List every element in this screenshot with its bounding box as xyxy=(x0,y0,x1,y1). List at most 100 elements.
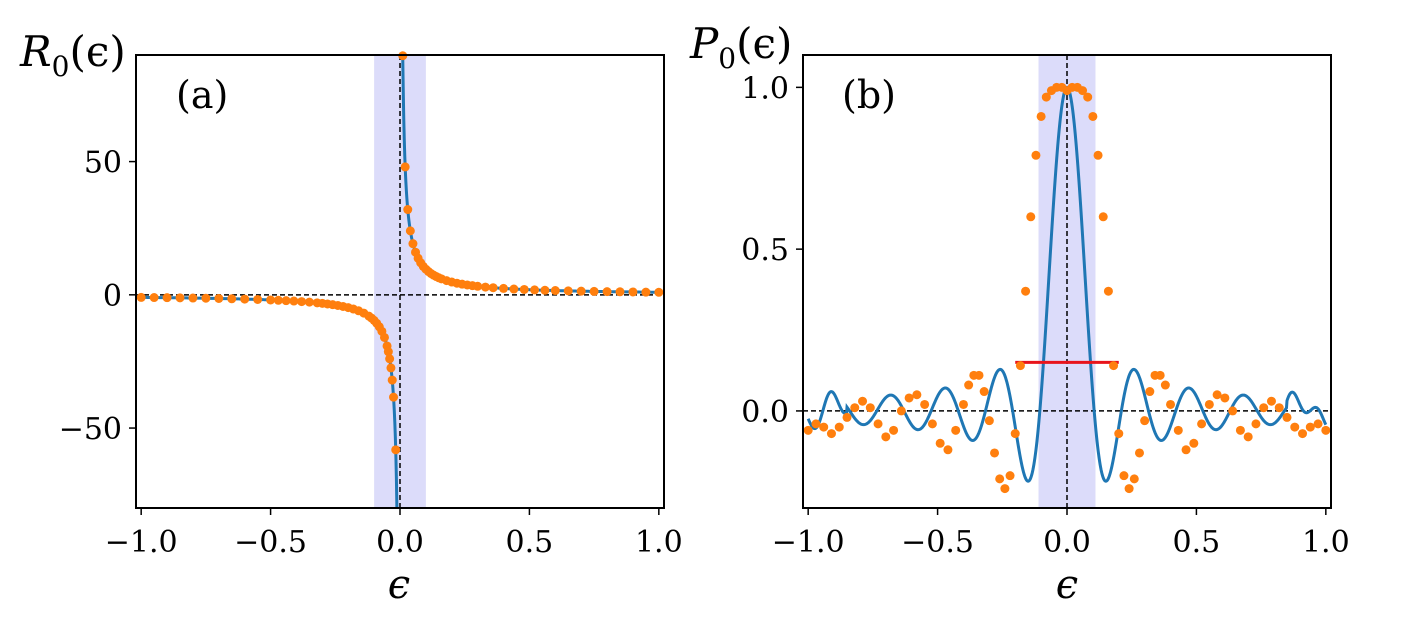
panel-b-data-point xyxy=(1305,422,1315,432)
panel-a-ylabel-sub: 0 xyxy=(52,50,70,83)
panel-a-curve-positive-branch xyxy=(401,54,659,294)
panel-b-data-point xyxy=(1220,393,1230,403)
panel-b-data-point xyxy=(1173,425,1183,435)
panel-a-ytick-label: 50 xyxy=(84,146,122,181)
panel-a-data-point xyxy=(589,286,599,296)
panel-a-ylabel-arg: (ϵ) xyxy=(69,27,125,76)
panel-b-label: (b) xyxy=(842,73,896,117)
panel-b-data-point xyxy=(1098,212,1108,222)
panel-b-data-point xyxy=(1274,403,1284,413)
panel-a-data-point xyxy=(641,287,651,297)
panel-b-data-point xyxy=(811,419,821,429)
panel-b-data-point xyxy=(974,370,984,380)
panel-a-xlabel: ϵ xyxy=(388,562,410,608)
panel-a-data-point xyxy=(530,285,540,295)
panel-a-xtick-label: 0.5 xyxy=(506,525,554,560)
panel-b-data-point xyxy=(1119,471,1129,481)
panel-a-data-point xyxy=(240,294,250,304)
panel-b-data-point xyxy=(1103,286,1113,296)
panel-b-data-point xyxy=(1036,111,1046,121)
panel-b-data-point xyxy=(834,422,844,432)
panel-a-data-point xyxy=(383,347,393,357)
panel-b-data-point xyxy=(1259,403,1269,413)
panel-b-data-point xyxy=(1282,412,1292,422)
panel-a-data-point xyxy=(628,287,638,297)
panel-a-data-point xyxy=(297,297,307,307)
panel-b-ylabel-sub: 0 xyxy=(718,42,736,75)
panel-b-data-point xyxy=(1140,416,1150,426)
panel-b-data-point xyxy=(1197,419,1207,429)
panel-b-ytick-label: 1.0 xyxy=(741,71,789,106)
panel-a-data-point xyxy=(386,363,396,373)
panel-b-chart: −1.0 −0.5 0.0 0.5 1.0 0.0 0.5 1.0 (b) P0(ϵ) ϵ xyxy=(689,19,1350,608)
panel-a-data-point xyxy=(509,284,519,294)
panel-a-data-point xyxy=(519,284,529,294)
panel-a-data-point xyxy=(149,293,159,303)
panel-b-data-point xyxy=(904,393,914,403)
panel-b-data-point xyxy=(1181,445,1191,455)
panel-b-data-point xyxy=(1235,425,1245,435)
panel-a-label: (a) xyxy=(176,73,228,117)
panel-b-ylabel-arg: (ϵ) xyxy=(736,19,792,68)
panel-a-xtick-label: 1.0 xyxy=(635,525,683,560)
panel-b-data-point xyxy=(1129,474,1139,484)
panel-b-data-point xyxy=(1015,361,1025,371)
panel-b-data-point xyxy=(1321,425,1331,435)
panel-a-data-point xyxy=(253,294,263,304)
panel-b-ylabel-base: P xyxy=(689,19,719,68)
panel-a-data-point xyxy=(408,239,418,249)
panel-b-data-point xyxy=(1290,422,1300,432)
panel-a-data-point xyxy=(602,287,612,297)
panel-b-data-point xyxy=(1212,390,1222,400)
panel-a-data-point xyxy=(499,283,509,293)
panel-b-data-point xyxy=(912,390,922,400)
panel-a-data-point xyxy=(480,282,490,292)
panel-a-data-point xyxy=(201,293,211,303)
panel-a-data-point xyxy=(654,287,664,297)
panel-a-data-point xyxy=(391,445,401,455)
panel-a-xtick-label: 0.0 xyxy=(376,525,424,560)
panel-b-data-point xyxy=(1083,92,1093,102)
panel-b-data-point xyxy=(1041,92,1051,102)
panel-b-data-point xyxy=(1093,150,1103,160)
panel-b-data-point xyxy=(1109,361,1119,371)
panel-b-data-point xyxy=(1005,471,1015,481)
panel-b-data-point xyxy=(984,416,994,426)
panel-b-data-point xyxy=(803,425,813,435)
panel-b-data-point xyxy=(889,425,899,435)
panel-b-data-point xyxy=(858,396,868,406)
panel-a-data-point xyxy=(385,354,395,364)
panel-a-data-point xyxy=(400,162,410,172)
panel-a-data-point xyxy=(473,281,483,291)
panel-a-curve xyxy=(141,295,399,509)
panel-b-data-point xyxy=(927,419,937,429)
panel-b-data-point xyxy=(850,403,860,413)
panel-a-ylabel: R0(ϵ) xyxy=(19,27,126,83)
panel-b-data-point xyxy=(1155,370,1165,380)
panel-b-data-point xyxy=(1010,429,1020,439)
panel-b-data-point xyxy=(1266,396,1276,406)
panel-b-data-point xyxy=(958,399,968,409)
panel-b-data-point xyxy=(943,445,953,455)
panel-b-data-point xyxy=(1031,150,1041,160)
panel-b-data-point xyxy=(951,425,961,435)
panel-b-data-point xyxy=(990,448,1000,458)
panel-a-data-point xyxy=(563,286,573,296)
panel-b-ylabel: P0(ϵ) xyxy=(689,19,792,75)
panel-b-data-point xyxy=(1298,429,1308,439)
panel-b-xtick-label: 0.0 xyxy=(1043,525,1091,560)
panel-a-data-point xyxy=(389,392,399,402)
panel-a-ytick-label: 0 xyxy=(103,279,122,314)
panel-b-data-point xyxy=(1313,419,1323,429)
panel-a-data-point xyxy=(304,297,314,307)
panel-a-data-point xyxy=(273,295,283,305)
panel-b-data-point xyxy=(819,422,829,432)
panel-b-xtick-label: −1.0 xyxy=(772,525,845,560)
panel-a-data-point xyxy=(281,296,291,306)
panel-b-ytick-label: 0.0 xyxy=(741,395,789,430)
panel-b-xtick-label: 1.0 xyxy=(1302,525,1350,560)
panel-a-data-point xyxy=(488,283,498,293)
panel-b-data-point xyxy=(920,399,930,409)
panel-b-data-point xyxy=(1026,212,1036,222)
